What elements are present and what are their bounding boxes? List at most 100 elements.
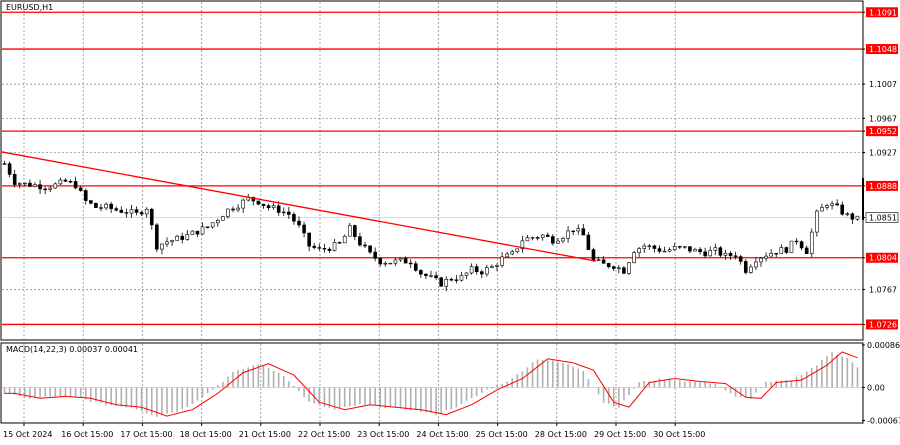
candle-body — [190, 230, 195, 235]
candle-body — [271, 205, 276, 208]
candle-body — [185, 234, 190, 240]
candle-body — [94, 202, 98, 208]
y-tick-label: 1.0967 — [869, 114, 897, 123]
candle-body — [256, 200, 261, 205]
candle-body — [327, 248, 332, 251]
candle-body — [505, 253, 509, 258]
candle-body — [657, 248, 662, 252]
candle-body — [160, 243, 164, 250]
y-tick-label: 1.1007 — [869, 80, 897, 89]
candle-body — [804, 247, 809, 254]
candle-body — [287, 211, 291, 215]
candle-body — [48, 187, 53, 190]
candle-body — [454, 279, 459, 281]
candle-body — [698, 249, 702, 253]
candle-body — [63, 179, 68, 182]
candle-body — [556, 240, 560, 244]
candle-body — [144, 208, 149, 215]
y-tick-label: 1.0927 — [869, 149, 897, 158]
y-tick-label: 1.0767 — [869, 285, 897, 294]
macd-signal-line — [4, 351, 858, 417]
candle-body — [647, 245, 652, 247]
candle-body — [353, 225, 357, 237]
candle-body — [490, 266, 494, 268]
candle-body — [393, 259, 398, 264]
candle-body — [688, 246, 692, 252]
candle-body — [500, 256, 504, 266]
candle-body — [789, 240, 794, 253]
candle-body — [591, 249, 596, 261]
candle-body — [479, 271, 484, 275]
level-price-label: 1.1091 — [869, 8, 897, 17]
candle-body — [403, 258, 408, 264]
candle-body — [58, 179, 63, 185]
candle-body — [221, 216, 225, 221]
candle-body — [738, 256, 743, 262]
x-tick-label: 28 Oct 15:00 — [535, 430, 587, 439]
price-label-box — [866, 44, 898, 55]
macd-y-tick-label: 0.00086 — [867, 341, 900, 350]
candle-body — [759, 257, 763, 263]
x-tick-label: 23 Oct 15:00 — [357, 430, 409, 439]
candle-body — [469, 266, 474, 274]
candle-body — [510, 251, 515, 255]
candle-body — [754, 261, 758, 268]
price-label-box — [866, 319, 898, 330]
x-tick-label: 29 Oct 15:00 — [594, 430, 646, 439]
candle-body — [419, 270, 423, 275]
candle-body — [200, 226, 205, 235]
candle-body — [251, 196, 256, 202]
candle-body — [474, 266, 479, 272]
candle-body — [337, 242, 342, 244]
candle-body — [708, 250, 713, 257]
candle-body — [104, 203, 108, 209]
macd-title: MACD(14,22,3) 0.00037 0.00041 — [6, 345, 138, 354]
candle-body — [89, 200, 93, 204]
candle-body — [408, 262, 413, 265]
candle-body — [398, 258, 403, 261]
candle-body — [809, 231, 814, 254]
candle-body — [7, 163, 12, 175]
candle-body — [413, 263, 418, 271]
candle-body — [586, 234, 591, 250]
candle-body — [464, 272, 469, 276]
candlesticks — [2, 160, 860, 292]
candle-body — [606, 263, 611, 268]
candle-body — [677, 246, 682, 248]
candle-body — [363, 244, 367, 247]
candle-body — [815, 210, 819, 233]
candle-body — [231, 208, 235, 211]
level-price-label: 1.0952 — [869, 127, 897, 136]
candle-body — [820, 207, 824, 212]
candle-body — [434, 275, 438, 279]
candle-body — [611, 266, 616, 269]
candle-body — [784, 247, 789, 253]
candle-body — [718, 247, 723, 256]
level-price-label: 1.1048 — [869, 45, 897, 54]
candle-body — [53, 183, 58, 189]
candle-body — [794, 240, 799, 243]
x-tick-label: 15 Oct 2024 — [3, 430, 52, 439]
candle-body — [205, 226, 210, 228]
candle-body — [520, 240, 525, 250]
candle-body — [68, 180, 73, 183]
candle-body — [129, 209, 134, 214]
candle-body — [78, 187, 83, 191]
candle-body — [210, 222, 215, 228]
candle-body — [124, 212, 129, 214]
candle-body — [368, 245, 372, 253]
candle-body — [667, 249, 672, 252]
x-tick-label: 16 Oct 15:00 — [61, 430, 113, 439]
candle-body — [835, 203, 839, 206]
candle-body — [119, 209, 124, 213]
candle-body — [83, 190, 88, 201]
candle-body — [779, 247, 784, 254]
candle-body — [2, 163, 7, 165]
price-label-box — [866, 180, 898, 191]
candle-body — [297, 220, 301, 226]
candle-body — [358, 236, 362, 246]
candle-body — [774, 253, 779, 255]
